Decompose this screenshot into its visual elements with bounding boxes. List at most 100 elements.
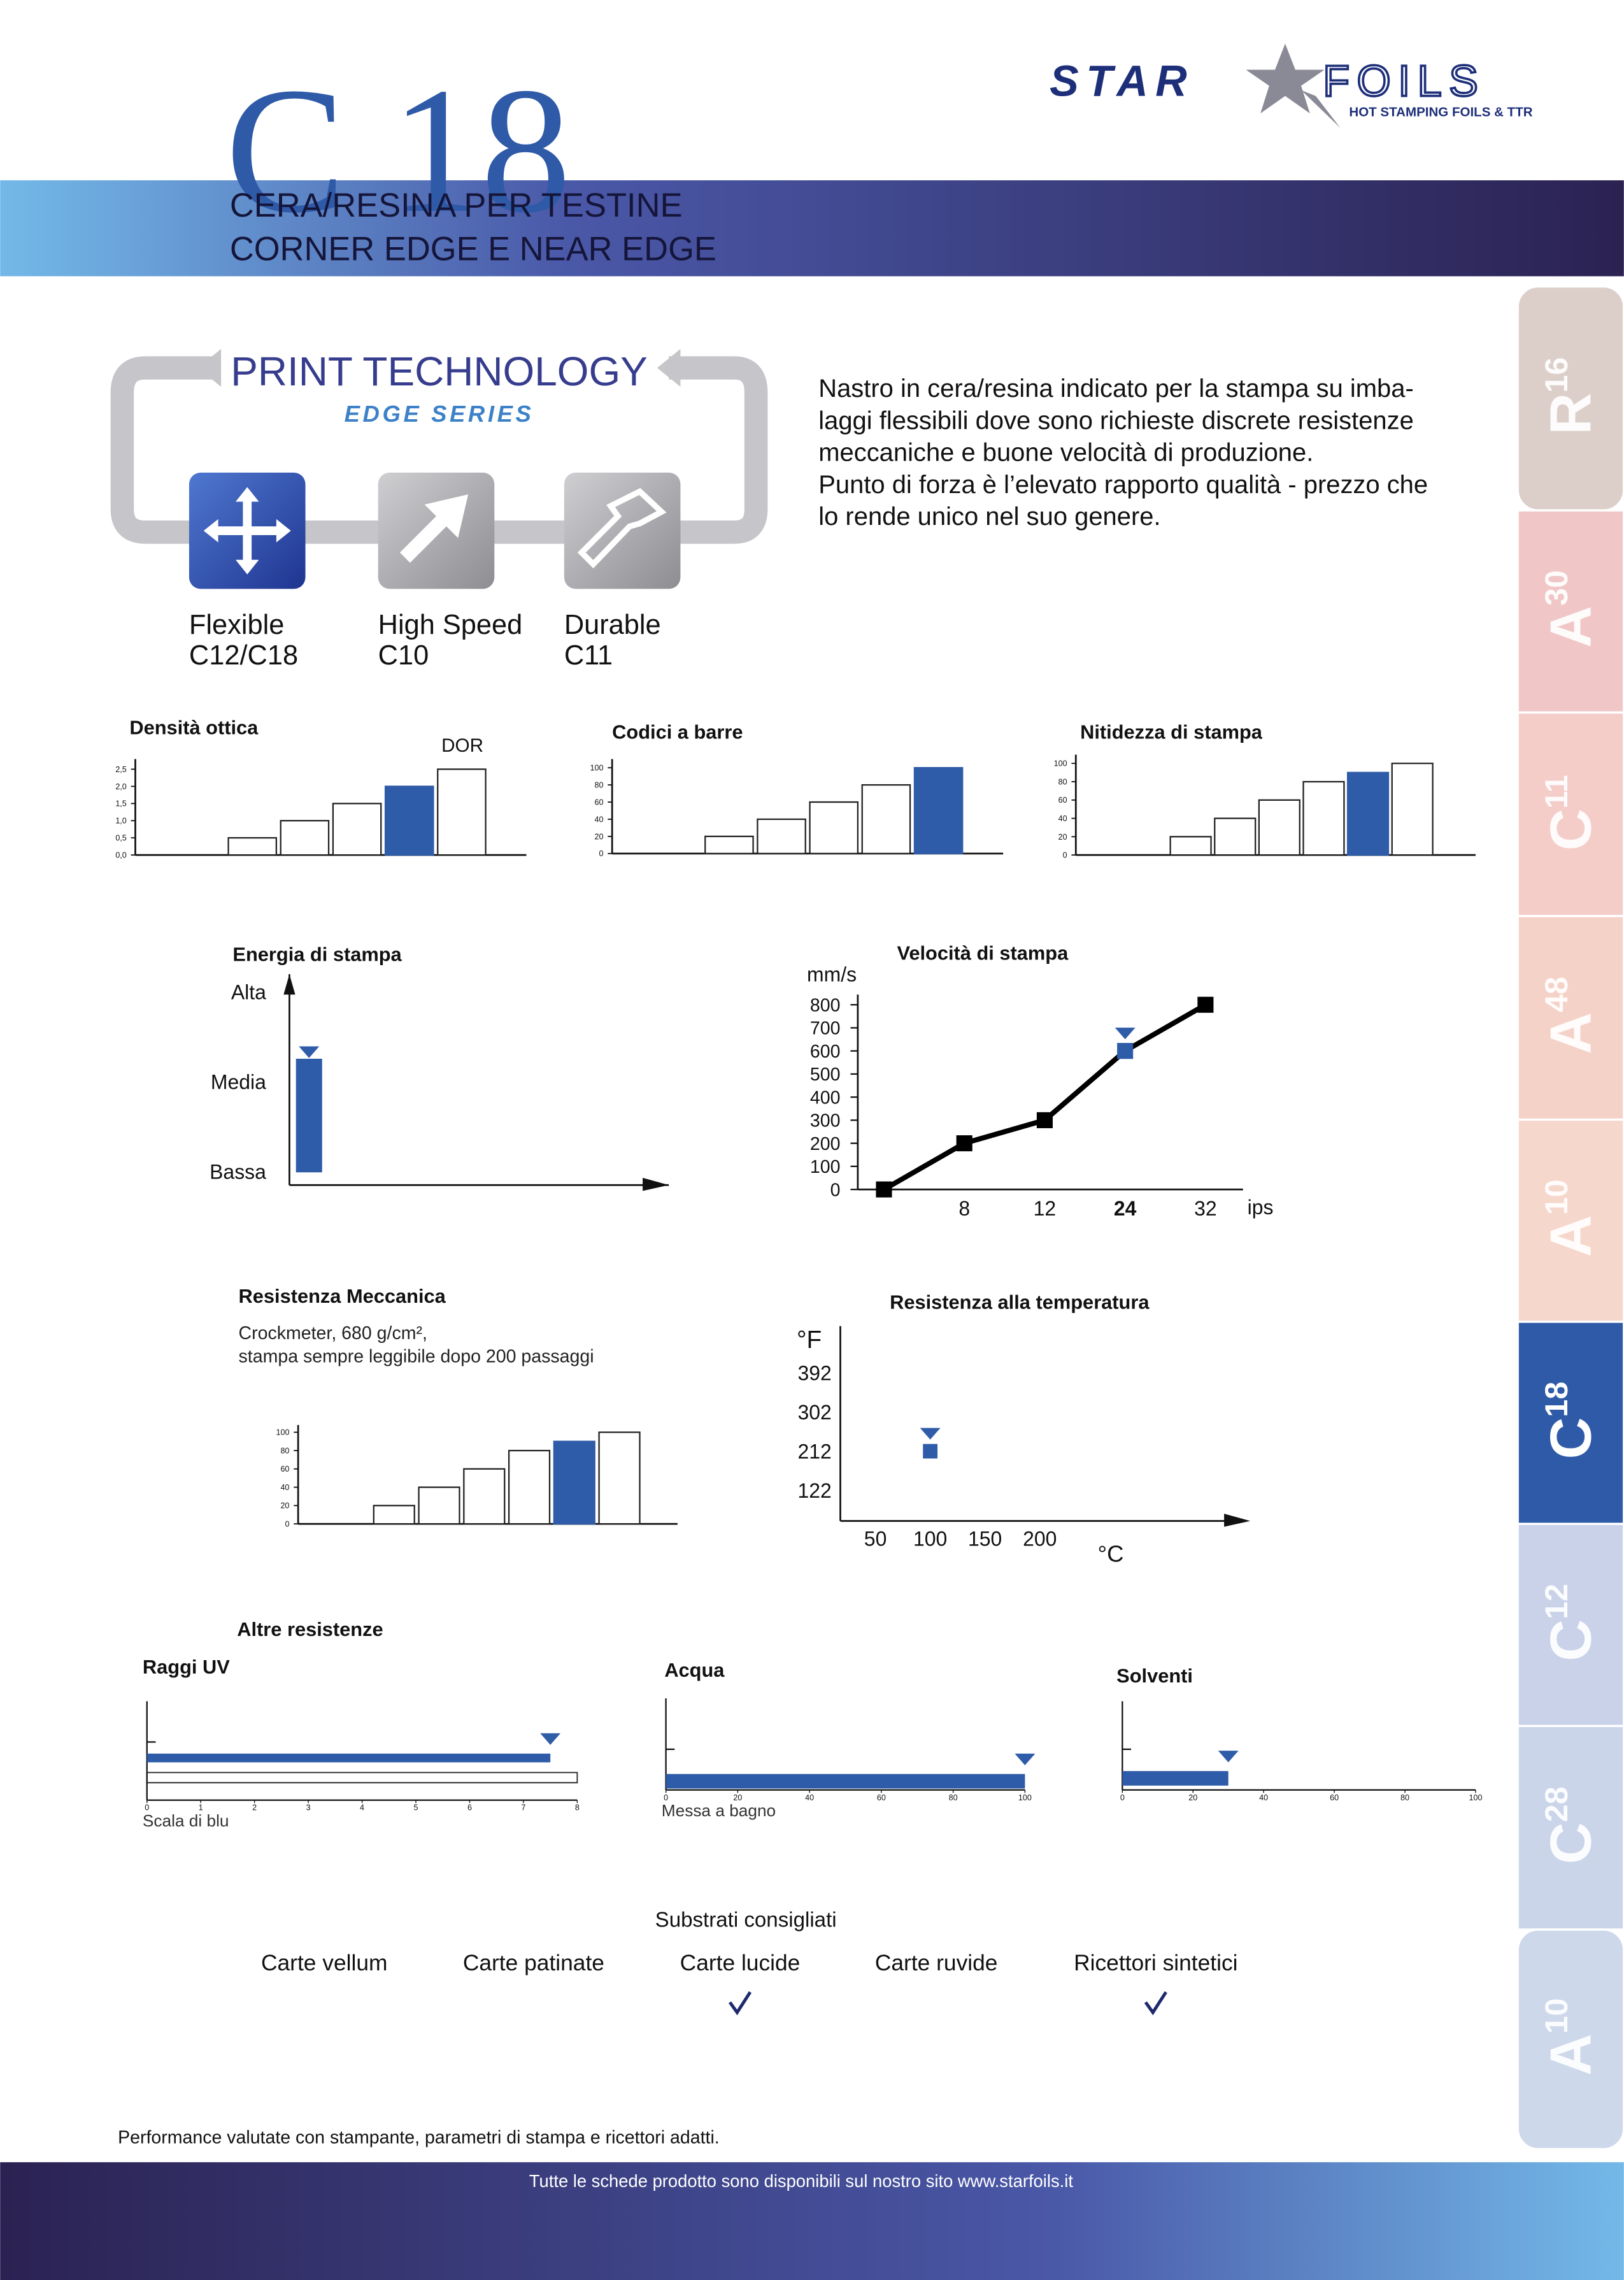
bar	[418, 1486, 460, 1525]
y-tick-label: 100	[276, 1428, 289, 1437]
x-tick-label: 200	[1023, 1527, 1057, 1550]
bar	[809, 801, 859, 854]
chart-title: Solventi	[1116, 1665, 1193, 1687]
x-tick-label: 12	[1034, 1197, 1057, 1220]
bar	[1214, 817, 1257, 856]
tech-arrow	[197, 348, 222, 387]
y-tick-label: 20	[1058, 833, 1067, 842]
y-tick-label: Media	[211, 1070, 266, 1093]
y-tick-label: 0,0	[115, 851, 126, 860]
footer-text: Tutte le schede prodotto sono disponibil…	[529, 2171, 1074, 2191]
chart-title: Nitidezza di stampa	[1080, 721, 1263, 743]
icon-glyph	[577, 487, 667, 569]
substrate: Ricettori sintetici	[1074, 1951, 1237, 1975]
y-tick-label: 0	[285, 1519, 289, 1528]
x-tick-label: 32	[1194, 1197, 1217, 1220]
y-tick-label: Bassa	[210, 1160, 266, 1183]
x-tick-label: 0	[145, 1803, 149, 1812]
y-tick-label: 302	[798, 1401, 832, 1424]
y-tick-label: 2,0	[115, 782, 126, 791]
y-tick-label: 0	[830, 1180, 841, 1200]
tab-letter: A	[1538, 1012, 1603, 1054]
tab-label: A48	[1538, 977, 1603, 1054]
tab-number: 16	[1539, 357, 1574, 393]
x-tick-label: 60	[877, 1793, 886, 1802]
y-tick-label: 212	[798, 1440, 832, 1463]
bar	[280, 820, 330, 856]
point	[956, 1135, 972, 1152]
y-tick-label: 0	[1063, 851, 1067, 860]
x-tick-label: 100	[1469, 1793, 1483, 1802]
y-tick-label: 2,5	[115, 765, 126, 774]
bar	[1122, 1771, 1229, 1786]
y-tick-label: 40	[594, 815, 603, 824]
substrate: Carte ruvide	[875, 1951, 998, 1975]
substrate: Carte vellum	[261, 1951, 387, 1975]
chart-title: Resistenza Meccanica	[239, 1285, 446, 1307]
chart-subtitle: stampa sempre leggibile dopo 200 passagg…	[239, 1347, 594, 1367]
tech-codes: C12/C18	[189, 640, 298, 671]
bar	[1391, 763, 1434, 856]
x-tick-label: 8	[575, 1803, 580, 1812]
footer-band	[0, 2162, 1624, 2280]
x-tick-label: 60	[1330, 1793, 1339, 1802]
y-tick-label: 1,5	[115, 799, 126, 808]
description-line: meccaniche e buone velocità di produzion…	[818, 439, 1313, 467]
tab-letter: C	[1538, 808, 1603, 850]
x-tick-label: 150	[968, 1527, 1002, 1550]
x-tick-label: 2	[252, 1803, 257, 1812]
tech-codes: C11	[564, 640, 613, 671]
value-marker	[1015, 1753, 1036, 1765]
tab	[1516, 509, 1624, 714]
y-tick-label: 60	[1058, 796, 1067, 805]
logo-star	[1246, 43, 1325, 114]
bar	[1258, 799, 1300, 856]
tab	[1516, 1118, 1624, 1323]
chart-title: Densità ottica	[129, 717, 259, 739]
value-marker	[299, 1046, 320, 1058]
y-tick-label: 400	[810, 1087, 841, 1108]
axis-arrow	[643, 1177, 669, 1191]
scale-strip	[146, 1772, 578, 1784]
tab-label: C28	[1538, 1786, 1603, 1864]
bar	[1169, 836, 1212, 856]
substrates-title: Substrati consigliati	[655, 1908, 837, 1932]
x-tick-label: 7	[521, 1803, 525, 1812]
bar	[508, 1449, 551, 1525]
bar	[1346, 771, 1390, 856]
y-tick-label: 100	[810, 1157, 841, 1177]
substrate: Carte patinate	[463, 1951, 604, 1975]
x-tick-label: 40	[805, 1793, 814, 1802]
description-line: Nastro in cera/resina indicato per la st…	[818, 375, 1414, 403]
chart-subtitle: Crockmeter, 680 g/cm²,	[239, 1323, 427, 1344]
y-tick-label: 60	[280, 1465, 289, 1473]
check-mark	[728, 1991, 752, 2016]
chart-title: Energia di stampa	[232, 943, 402, 966]
tech-arrow	[657, 348, 681, 387]
x-tick-label: 40	[1259, 1793, 1268, 1802]
tab-letter: C	[1538, 1619, 1603, 1661]
x-tick-label: 4	[360, 1803, 364, 1812]
section-title: Altre resistenze	[237, 1618, 383, 1640]
annotation: DOR	[441, 735, 483, 756]
tab-label: A30	[1538, 570, 1603, 648]
y-tick-label: 1,0	[115, 817, 126, 826]
logo-tagline: HOT STAMPING FOILS & TTR	[1349, 105, 1532, 120]
y-tick-label: 800	[810, 995, 841, 1015]
chart-title: Velocità di stampa	[897, 942, 1069, 964]
tech-name: High Speed	[378, 610, 523, 640]
y-tick-label: 40	[1058, 814, 1067, 823]
x-tick-label: 100	[1018, 1793, 1032, 1802]
tab-label: C12	[1538, 1584, 1603, 1661]
x-tick-label: 20	[733, 1793, 742, 1802]
value-marker	[1115, 1028, 1136, 1040]
description-line: Punto di forza è l’elevato rapporto qual…	[818, 471, 1428, 499]
x-tick-label: 0	[664, 1793, 668, 1802]
chart-title: Acqua	[664, 1659, 725, 1681]
tab	[1516, 1523, 1624, 1728]
tab	[1516, 915, 1624, 1121]
header-band	[0, 180, 1624, 276]
x-tick-label: 1	[199, 1803, 203, 1812]
description-line: lo rende unico nel suo genere.	[818, 503, 1160, 531]
tech-loop	[110, 356, 768, 544]
